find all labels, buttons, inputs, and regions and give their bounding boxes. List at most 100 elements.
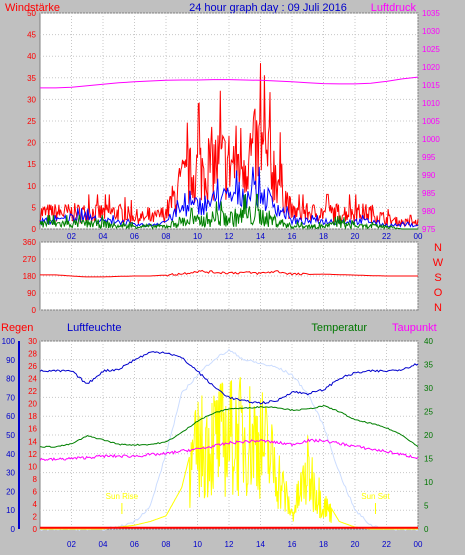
annotation-layer: Sun Rise Sun Set xyxy=(106,492,391,501)
pressure-tick-label: 1005 xyxy=(422,117,440,126)
wind-x-tick-label: 06 xyxy=(130,232,139,241)
wind-speed-line xyxy=(39,63,419,228)
temperature-title: Temperatur xyxy=(311,322,367,334)
rain-tick-label: 24 xyxy=(28,375,37,384)
humidity-x-tick-label: 04 xyxy=(99,540,108,549)
direction-tick-label: 180 xyxy=(23,272,37,281)
humidity-x-tick-label: 16 xyxy=(288,540,297,549)
wind-tick-label: 20 xyxy=(27,139,36,148)
humidity-tick-label: 20 xyxy=(6,487,15,496)
rain-tick-label: 4 xyxy=(33,500,38,509)
wind-x-tick-label: 14 xyxy=(256,232,265,241)
humidity-x-tick-label: 00 xyxy=(414,540,423,549)
direction-tick-label: 0 xyxy=(32,306,37,315)
pressure-tick-label: 1025 xyxy=(422,45,440,54)
temperature-tick-label: 40 xyxy=(424,337,433,346)
temperature-tick-label: 10 xyxy=(424,478,433,487)
humidity-x-tick-label: 10 xyxy=(193,540,202,549)
sunset-label: Sun Set xyxy=(361,492,390,501)
temperature-tick-label: 25 xyxy=(424,408,433,417)
rain-tick-label: 22 xyxy=(28,387,37,396)
rain-tick-label: 2 xyxy=(33,512,38,521)
direction-letter-o: O xyxy=(434,287,443,299)
rain-tick-label: 30 xyxy=(28,337,37,346)
humidity-x-tick-label: 14 xyxy=(256,540,265,549)
wind-tick-label: 25 xyxy=(27,117,36,126)
wind-x-tick-label: 00 xyxy=(414,232,423,241)
humidity-tick-label: 40 xyxy=(6,450,15,459)
wind-x-tick-label: 12 xyxy=(225,232,234,241)
rain-tick-label: 8 xyxy=(33,475,38,484)
humidity-title: Luftfeuchte xyxy=(67,322,121,334)
humidity-x-tick-label: 02 xyxy=(67,540,76,549)
wind-tick-label: 0 xyxy=(32,225,37,234)
direction-letters: N W S O N xyxy=(433,242,444,314)
wind-tick-label: 45 xyxy=(27,31,36,40)
wind-tick-label: 30 xyxy=(27,95,36,104)
direction-letter-n: N xyxy=(434,242,442,254)
wind-x-tick-label: 16 xyxy=(288,232,297,241)
humidity-tick-label: 60 xyxy=(6,412,15,421)
temperature-tick-label: 35 xyxy=(424,361,433,370)
wind-tick-label: 15 xyxy=(27,160,36,169)
pressure-line xyxy=(40,76,419,89)
page-title: 24 hour graph day : 09 Juli 2016 xyxy=(189,2,347,14)
rain-tick-label: 16 xyxy=(28,425,37,434)
rain-tick-label: 28 xyxy=(28,350,37,359)
wind-x-tick-label: 22 xyxy=(382,232,391,241)
wind-tick-label: 40 xyxy=(27,52,36,61)
humidity-tick-label: 80 xyxy=(6,375,15,384)
humidity-x-tick-label: 06 xyxy=(130,540,139,549)
humidity-x-tick-label: 12 xyxy=(225,540,234,549)
humidity-x-tick-label: 08 xyxy=(162,540,171,549)
pressure-tick-label: 1015 xyxy=(422,81,440,90)
dewpoint-title: Taupunkt xyxy=(392,322,437,334)
direction-tick-label: 270 xyxy=(23,255,37,264)
temperature-tick-label: 15 xyxy=(424,455,433,464)
temperature-tick-label: 30 xyxy=(424,384,433,393)
wind-average-line xyxy=(39,193,418,231)
pressure-tick-label: 995 xyxy=(422,153,436,162)
wind-x-tick-label: 04 xyxy=(99,232,108,241)
rain-tick-label: 14 xyxy=(28,437,37,446)
pressure-tick-label: 985 xyxy=(422,189,436,198)
humidity-line xyxy=(39,351,419,405)
sunrise-label: Sun Rise xyxy=(106,492,139,501)
pressure-tick-label: 1000 xyxy=(422,135,440,144)
wind-x-tick-label: 10 xyxy=(193,232,202,241)
wind-direction-line xyxy=(40,269,418,278)
uv-index-line xyxy=(39,348,419,532)
tick-layer: 0510152025303540455097598098599099510001… xyxy=(2,9,441,549)
pressure-tick-label: 990 xyxy=(422,171,436,180)
wind-tick-label: 50 xyxy=(27,9,36,18)
humidity-tick-label: 70 xyxy=(6,393,15,402)
temperature-line xyxy=(39,404,419,448)
rain-tick-label: 0 xyxy=(33,525,38,534)
pressure-tick-label: 980 xyxy=(422,207,436,216)
pressure-tick-label: 975 xyxy=(422,225,436,234)
temperature-tick-label: 0 xyxy=(424,525,429,534)
wind-x-tick-label: 20 xyxy=(351,232,360,241)
rain-title: Regen xyxy=(1,322,33,334)
pressure-tick-label: 1020 xyxy=(422,63,440,72)
pressure-title: Luftdruck xyxy=(371,2,417,14)
wind-tick-label: 10 xyxy=(27,182,36,191)
wind-x-tick-label: 18 xyxy=(319,232,328,241)
rain-tick-label: 26 xyxy=(28,362,37,371)
pressure-tick-label: 1030 xyxy=(422,27,440,36)
humidity-tick-label: 50 xyxy=(6,431,15,440)
direction-letter-n2: N xyxy=(434,302,442,314)
humidity-x-tick-label: 22 xyxy=(382,540,391,549)
humidity-x-tick-label: 18 xyxy=(319,540,328,549)
rain-tick-label: 12 xyxy=(28,450,37,459)
humidity-tick-label: 90 xyxy=(6,356,15,365)
humidity-tick-label: 100 xyxy=(2,337,16,346)
temperature-tick-label: 20 xyxy=(424,431,433,440)
humidity-x-tick-label: 20 xyxy=(351,540,360,549)
pressure-tick-label: 1035 xyxy=(422,9,440,18)
direction-letter-s: S xyxy=(434,272,441,284)
wind-x-tick-label: 02 xyxy=(67,232,76,241)
humidity-tick-label: 10 xyxy=(6,506,15,515)
direction-letter-w: W xyxy=(433,257,444,269)
rain-tick-label: 20 xyxy=(28,400,37,409)
